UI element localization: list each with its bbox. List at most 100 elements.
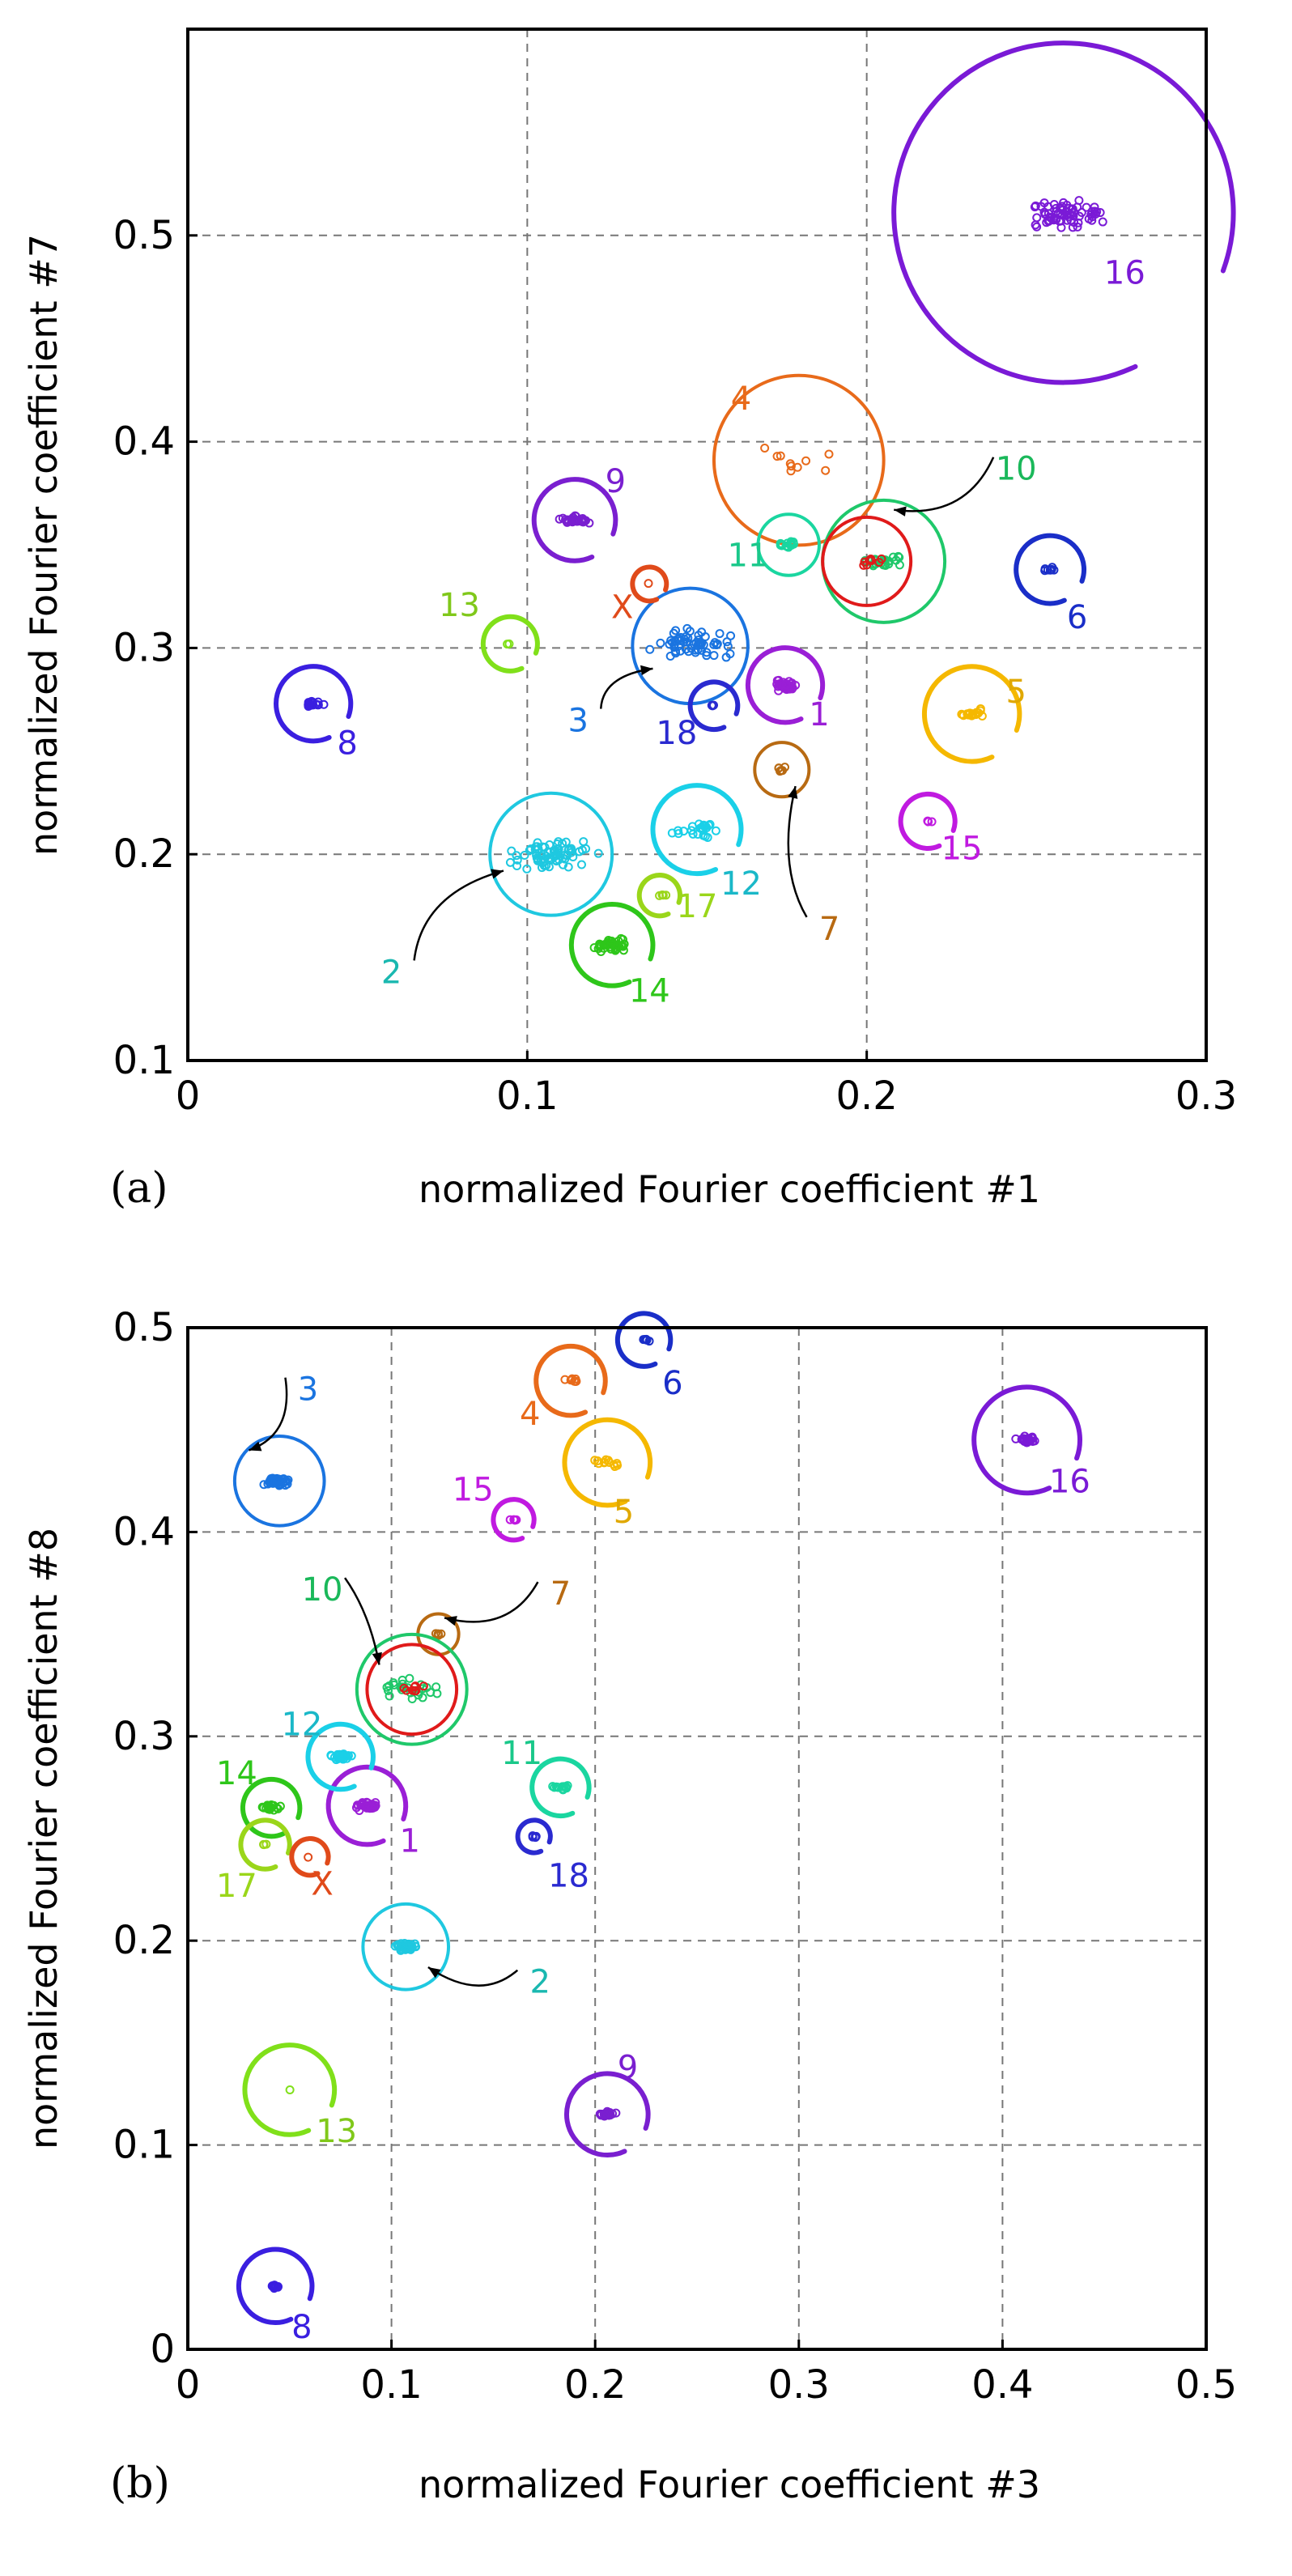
panel-b-x-tick-label: 0.4 bbox=[971, 2362, 1033, 2408]
panel-a-cluster-8-arc bbox=[274, 664, 354, 744]
panel-a-cluster-18-point bbox=[708, 701, 717, 711]
panel-a-cluster-2-point bbox=[539, 861, 549, 870]
panel-b-y-tick-label: 0 bbox=[150, 2327, 175, 2372]
panel-b-annotation-arrow-7 bbox=[444, 1581, 539, 1623]
panel-a-cluster-9-arc bbox=[531, 477, 618, 563]
panel-a-cluster-16-arc bbox=[891, 40, 1236, 385]
panel-a-cluster-12-point bbox=[693, 829, 703, 839]
panel-a-cluster-12-point bbox=[686, 826, 696, 835]
panel-b-cluster-16-point bbox=[1023, 1436, 1033, 1446]
panel-a-cluster-3-point bbox=[645, 644, 655, 654]
panel-b-cluster-15-arc bbox=[491, 1497, 537, 1543]
panel-b-cluster-4-point bbox=[560, 1375, 570, 1384]
panel-b-cluster-11-point bbox=[561, 1782, 571, 1792]
panel-b-cluster-label-4: 4 bbox=[520, 1396, 540, 1433]
panel-a-cluster-2-point bbox=[581, 844, 591, 853]
panel-a-cluster-7-point bbox=[774, 763, 784, 773]
panel-a-cluster-5-point bbox=[957, 709, 967, 719]
panel-b-cluster-12-arc bbox=[305, 1721, 376, 1792]
panel-a-cluster-3-point bbox=[721, 653, 731, 662]
panel-a-cluster-label-9: 9 bbox=[606, 463, 626, 500]
panel-b-cluster-10-point bbox=[397, 1675, 407, 1685]
panel-a-y-tick-label: 0.4 bbox=[113, 419, 175, 465]
panel-b-cluster-10-point bbox=[431, 1682, 441, 1692]
panel-b-cluster-10-point bbox=[397, 1685, 406, 1694]
panel-a-cluster-6-point bbox=[1047, 564, 1056, 574]
panel-a-cluster-5-point bbox=[968, 710, 978, 720]
panel-b-cluster-red-point bbox=[399, 1683, 409, 1693]
panel-a-cluster-2-point bbox=[554, 855, 563, 865]
panel-b-cluster-label-6: 6 bbox=[662, 1365, 682, 1402]
panel-a-cluster-label-3: 3 bbox=[568, 703, 589, 740]
panel-a-x-tick-label: 0.1 bbox=[496, 1073, 558, 1119]
panel-a-cluster-2-point bbox=[532, 851, 542, 861]
panel-a-cluster-2-circle bbox=[488, 791, 614, 917]
panel-b-panel-label: (b) bbox=[110, 2459, 170, 2508]
panel-b-plot-frame bbox=[186, 1326, 1208, 2351]
panel-a-cluster-1-point bbox=[781, 680, 791, 690]
panel-a-cluster-4-point bbox=[821, 465, 831, 475]
panel-a-cluster-9-point bbox=[572, 516, 582, 525]
panel-b-x-tick-label: 0 bbox=[176, 2362, 201, 2408]
panel-a-cluster-4-point bbox=[801, 456, 811, 465]
panel-a-cluster-16-point bbox=[1032, 222, 1042, 232]
panel-a-cluster-red-point bbox=[866, 554, 876, 563]
panel-b-cluster-2-point bbox=[401, 1941, 410, 1951]
panel-a-cluster-3-point bbox=[702, 651, 712, 661]
panel-b-y-tick-label: 0.4 bbox=[113, 1509, 175, 1554]
panel-b-cluster-15-point bbox=[512, 1515, 521, 1524]
panel-a-cluster-9-point bbox=[563, 515, 573, 525]
panel-a-cluster-6-arc bbox=[1014, 533, 1087, 606]
panel-a-cluster-1-arc bbox=[745, 645, 826, 725]
panel-a-cluster-14-point bbox=[618, 946, 628, 955]
panel-b-annotation-arrowhead-3 bbox=[249, 1441, 262, 1452]
panel-a-cluster-16-point bbox=[1068, 223, 1077, 232]
panel-b-x-tick-label: 0.3 bbox=[768, 2362, 830, 2408]
panel-a-cluster-4-circle bbox=[712, 373, 886, 547]
panel-a-cluster-12-point bbox=[703, 832, 712, 842]
panel-a-cluster-3-point bbox=[668, 637, 678, 647]
panel-a-cluster-16-point bbox=[1043, 209, 1053, 219]
panel-a-cluster-2-point bbox=[525, 845, 534, 855]
panel-a-cluster-16-point bbox=[1086, 210, 1096, 219]
panel-a-cluster-16-point bbox=[1066, 215, 1076, 225]
panel-a-cluster-10-point bbox=[884, 559, 894, 569]
panel-b-cluster-label-3: 3 bbox=[298, 1371, 318, 1409]
panel-a-cluster-5-arc bbox=[922, 664, 1022, 764]
panel-a-cluster-3-point bbox=[709, 640, 719, 649]
panel-a-plot-frame bbox=[186, 28, 1208, 1062]
panel-a-cluster-16-point bbox=[1056, 216, 1065, 226]
panel-a-cluster-4-point bbox=[824, 449, 834, 459]
panel-b-x-tick-label: 0.5 bbox=[1175, 2362, 1237, 2408]
panel-a-cluster-3-point bbox=[723, 641, 733, 651]
panel-a-cluster-label-12: 12 bbox=[720, 865, 762, 903]
panel-a-cluster-label-7: 7 bbox=[819, 911, 839, 948]
panel-b-cluster-red-circle bbox=[365, 1643, 459, 1736]
panel-a-cluster-16-point bbox=[1098, 217, 1107, 227]
panel-b-annotation-arrowhead-2 bbox=[427, 1967, 441, 1979]
panel-a-cluster-9-point bbox=[578, 517, 588, 527]
panel-a-cluster-12-point bbox=[699, 831, 708, 840]
panel-b-x-axis-title: normalized Fourier coefficient #3 bbox=[419, 2463, 1040, 2506]
panel-a-annotation-arrow-10 bbox=[894, 457, 995, 512]
panel-a-cluster-3-point bbox=[694, 631, 703, 640]
panel-a-cluster-3-point bbox=[669, 643, 679, 653]
panel-a-cluster-2-point bbox=[579, 837, 589, 847]
panel-a-cluster-2-point bbox=[512, 861, 522, 870]
panel-a-cluster-16-point bbox=[1046, 214, 1056, 223]
panel-a-cluster-label-11: 11 bbox=[727, 538, 768, 575]
panel-b-cluster-11-point bbox=[548, 1782, 558, 1792]
panel-b-cluster-label-13: 13 bbox=[316, 2113, 357, 2150]
panel-a-cluster-1-point bbox=[788, 684, 797, 694]
panel-b-cluster-17-arc bbox=[238, 1817, 292, 1872]
panel-a-cluster-15-point bbox=[924, 817, 933, 827]
panel-b-cluster-label-9: 9 bbox=[618, 2050, 638, 2087]
panel-b-cluster-x-arc bbox=[289, 1836, 331, 1878]
panel-a-cluster-2-point bbox=[576, 860, 586, 869]
panel-a-cluster-5-point bbox=[963, 709, 972, 719]
panel-a-cluster-12-point bbox=[701, 822, 711, 831]
panel-a-cluster-3-point bbox=[682, 623, 692, 633]
panel-b-annotation-arrow-2 bbox=[427, 1966, 519, 1987]
panel-a-cluster-label-14: 14 bbox=[629, 972, 670, 1010]
